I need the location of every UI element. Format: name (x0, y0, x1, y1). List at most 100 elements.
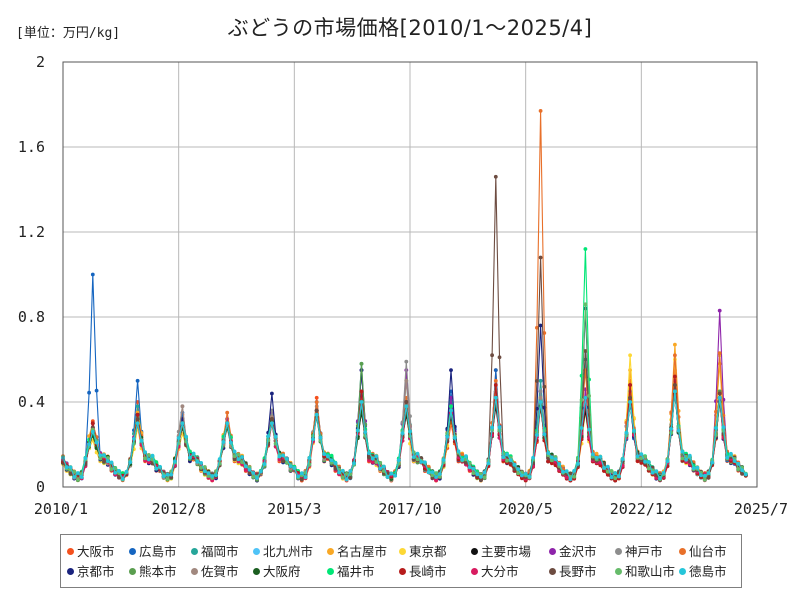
data-point (135, 404, 140, 409)
data-point (102, 459, 106, 464)
data-point (262, 462, 267, 466)
data-point (146, 457, 151, 462)
data-point (393, 473, 397, 478)
data-point (538, 378, 543, 383)
data-point (76, 471, 80, 475)
legend-item: 金沢市 (549, 541, 597, 560)
data-point (598, 454, 603, 459)
data-point (374, 460, 379, 464)
data-point (482, 475, 487, 480)
data-point (221, 440, 226, 444)
data-point (255, 476, 259, 480)
legend-marker (129, 548, 136, 555)
data-point (680, 456, 685, 461)
data-point (628, 353, 632, 358)
legend-label: 神戸市 (625, 544, 663, 559)
data-point (654, 469, 659, 474)
legend-item: 主要市場 (471, 541, 531, 560)
data-point (673, 374, 677, 379)
data-point (340, 468, 345, 473)
data-point (124, 469, 129, 474)
data-point (374, 454, 379, 458)
data-point (333, 466, 338, 471)
data-point (729, 451, 733, 456)
data-point (717, 308, 722, 313)
data-point (460, 452, 465, 457)
data-point (579, 426, 584, 430)
x-tick-label: 2022/12 (610, 500, 673, 518)
legend-item: 長崎市 (399, 561, 447, 580)
data-point (277, 454, 282, 459)
y-tick-label: 0 (36, 478, 45, 496)
legend-marker (253, 548, 260, 555)
data-point (165, 477, 170, 481)
data-point (400, 431, 405, 436)
legend-item: 神戸市 (615, 541, 663, 560)
data-point (87, 442, 91, 447)
data-point (557, 462, 562, 466)
data-point (512, 467, 517, 472)
data-point (717, 391, 722, 396)
legend-label: 広島市 (139, 544, 177, 559)
data-point (467, 468, 472, 472)
data-point (411, 455, 416, 459)
data-point (673, 353, 677, 358)
data-point (236, 452, 241, 457)
data-point (684, 457, 688, 462)
data-point (143, 456, 148, 461)
data-point (359, 400, 364, 404)
data-point (583, 302, 588, 307)
data-point (531, 455, 535, 460)
unit-label: [単位：万円/kg] (16, 26, 121, 41)
data-point (676, 428, 681, 433)
legend-label: 東京都 (409, 544, 447, 559)
data-point (658, 476, 662, 481)
data-point (210, 474, 215, 478)
data-point (311, 437, 315, 441)
data-point (367, 458, 371, 463)
data-point (87, 390, 91, 395)
data-point (117, 469, 121, 473)
data-point (247, 467, 252, 472)
data-point (247, 471, 252, 475)
data-point (72, 475, 77, 479)
data-point (490, 353, 494, 358)
data-point (135, 421, 140, 426)
data-point (90, 429, 95, 434)
data-point (415, 451, 420, 456)
data-point (520, 476, 524, 481)
data-point (367, 455, 371, 460)
legend-label: 福井市 (337, 564, 375, 579)
data-point (206, 474, 211, 478)
data-point (359, 361, 364, 366)
data-point (736, 467, 741, 471)
legend-item: 長野市 (549, 561, 597, 580)
data-point (113, 470, 118, 475)
data-point (628, 383, 632, 387)
y-tick-label: 1.2 (18, 223, 45, 241)
data-point (367, 451, 371, 456)
data-point (68, 471, 73, 476)
legend-label: 金沢市 (559, 544, 597, 559)
data-point (180, 404, 185, 409)
data-point (135, 378, 140, 383)
data-point (576, 462, 580, 466)
data-point (564, 475, 569, 480)
data-point (348, 475, 353, 480)
data-point (415, 457, 420, 462)
data-point (609, 469, 614, 474)
legend-item: 福井市 (327, 561, 375, 580)
x-tick-label: 2015/3 (267, 500, 321, 518)
data-point (314, 408, 319, 413)
data-point (340, 475, 345, 480)
data-point (449, 408, 453, 413)
data-point (120, 477, 125, 481)
legend-label: 熊本市 (139, 564, 177, 579)
data-point (460, 457, 465, 462)
legend-marker (471, 548, 478, 555)
data-point (98, 456, 103, 461)
data-point (471, 466, 476, 471)
data-point (706, 471, 711, 476)
data-point (546, 456, 550, 461)
data-point (479, 478, 483, 482)
